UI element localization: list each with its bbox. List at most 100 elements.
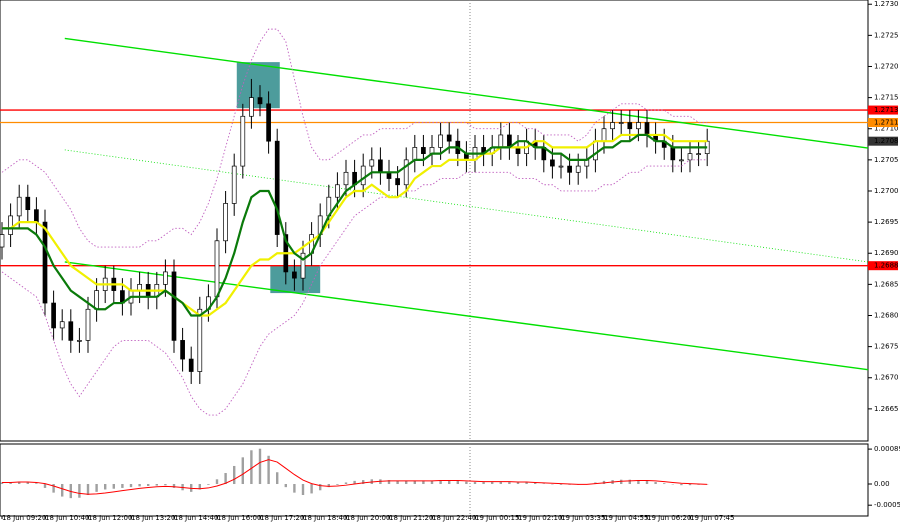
macd-bar (344, 482, 348, 485)
level-label-box (868, 105, 898, 115)
macd-bar (620, 479, 623, 485)
level-label-box (868, 118, 898, 128)
macd-bar (310, 484, 313, 494)
macd-bar (215, 479, 219, 485)
macd-bar (516, 482, 520, 485)
trend-line (64, 37, 869, 149)
candle-body (68, 321, 74, 341)
y-tick-label: 0.00089 (874, 445, 900, 453)
macd-bar (112, 484, 115, 489)
macd-bar (396, 480, 399, 485)
macd-bar (78, 484, 81, 498)
macd-bar (198, 484, 201, 490)
x-tick-label: 18 Jun 21:20 (389, 514, 433, 522)
price-panel (0, 0, 869, 442)
candle-body (16, 196, 22, 217)
indicator-line (2, 133, 708, 317)
macd-bar (559, 484, 563, 485)
x-tick-label: 19 Jun 04:55 (604, 514, 648, 522)
y-tick-label: 1.2725 (874, 31, 899, 39)
x-tick-label: 18 Jun 17:20 (260, 514, 304, 522)
candle-body (240, 115, 246, 167)
trend-line (64, 261, 869, 371)
candle-body (249, 97, 254, 117)
candle-body (670, 147, 676, 161)
macd-bar (491, 481, 494, 485)
candle-body (335, 184, 340, 198)
macd-bar (301, 484, 305, 495)
candle-body (171, 271, 177, 341)
x-tick-label: 18 Jun 16:00 (217, 514, 261, 522)
last-price-label: 1.2708 (874, 137, 899, 145)
candle-body (593, 140, 598, 161)
candle-body (94, 290, 99, 310)
macd-bar (138, 484, 141, 487)
candle-body (438, 134, 443, 148)
macd-bar (680, 484, 683, 486)
candle-body (292, 271, 297, 279)
x-tick-label: 19 Jun 06:20 (647, 514, 691, 522)
candle-body (679, 159, 684, 162)
y-tick-label: 1.2720 (874, 62, 899, 70)
macd-bar (473, 482, 477, 485)
candle-body (627, 122, 633, 130)
indicator-line (2, 133, 708, 317)
macd-bar (284, 484, 287, 488)
macd-bar (362, 480, 365, 485)
macd-bar (121, 484, 124, 488)
candle-body (223, 203, 228, 242)
macd-bar (336, 484, 339, 485)
candle-body (550, 159, 555, 167)
macd-panel (0, 443, 869, 517)
candle-body (300, 252, 306, 279)
macd-bar (654, 482, 657, 485)
y-tick-label: 1.2685 (874, 280, 899, 288)
macd-bar (663, 483, 666, 485)
macd-bar (207, 484, 210, 485)
y-tick-label: 1.2675 (874, 343, 899, 351)
x-tick-label: 19 Jun 07:45 (690, 514, 734, 522)
candle-body (378, 159, 383, 173)
candle-body (412, 147, 418, 161)
candle-body (25, 196, 31, 211)
macd-bar (293, 484, 296, 493)
macd-bar (35, 483, 38, 485)
candle-body (636, 122, 641, 130)
candle-body (360, 165, 366, 186)
macd-bar (233, 465, 236, 485)
candle-body (618, 122, 624, 124)
y-tick-label: 1.2665 (874, 405, 899, 413)
macd-bar (258, 448, 262, 485)
macd-bar (353, 480, 356, 485)
candle-body (369, 159, 375, 167)
x-tick-label: 19 Jun 00:15 (475, 514, 519, 522)
macd-signal (2, 459, 708, 495)
level-label-box (868, 261, 898, 271)
y-tick-label: 1.2705 (874, 156, 899, 164)
macd-bar (276, 472, 279, 485)
candle-body (34, 209, 39, 223)
candle-body (214, 240, 220, 298)
candle-body (85, 308, 91, 341)
macd-bar (18, 481, 21, 485)
candle-body (601, 128, 607, 142)
x-tick-label: 18 Jun 22:40 (432, 514, 476, 522)
macd-bar (9, 482, 12, 485)
macd-bar (52, 484, 55, 493)
y-tick-label: 1.2680 (874, 311, 899, 319)
candle-body (575, 165, 581, 173)
level-label: 1.2713 (874, 106, 899, 114)
macd-bar (164, 484, 167, 486)
y-tick-label: 1.2710 (874, 125, 899, 133)
candle-body (610, 122, 615, 130)
macd-bar (465, 481, 468, 485)
macd-bar (628, 479, 631, 485)
x-tick-label: 18 Jun 14:40 (174, 514, 218, 522)
candle-body (42, 221, 48, 304)
macd-bar (250, 450, 253, 485)
macd-bar (637, 480, 640, 485)
candle-body (498, 134, 504, 148)
candle-body (188, 358, 194, 372)
candle-body (266, 103, 271, 142)
candle-body (446, 134, 452, 142)
